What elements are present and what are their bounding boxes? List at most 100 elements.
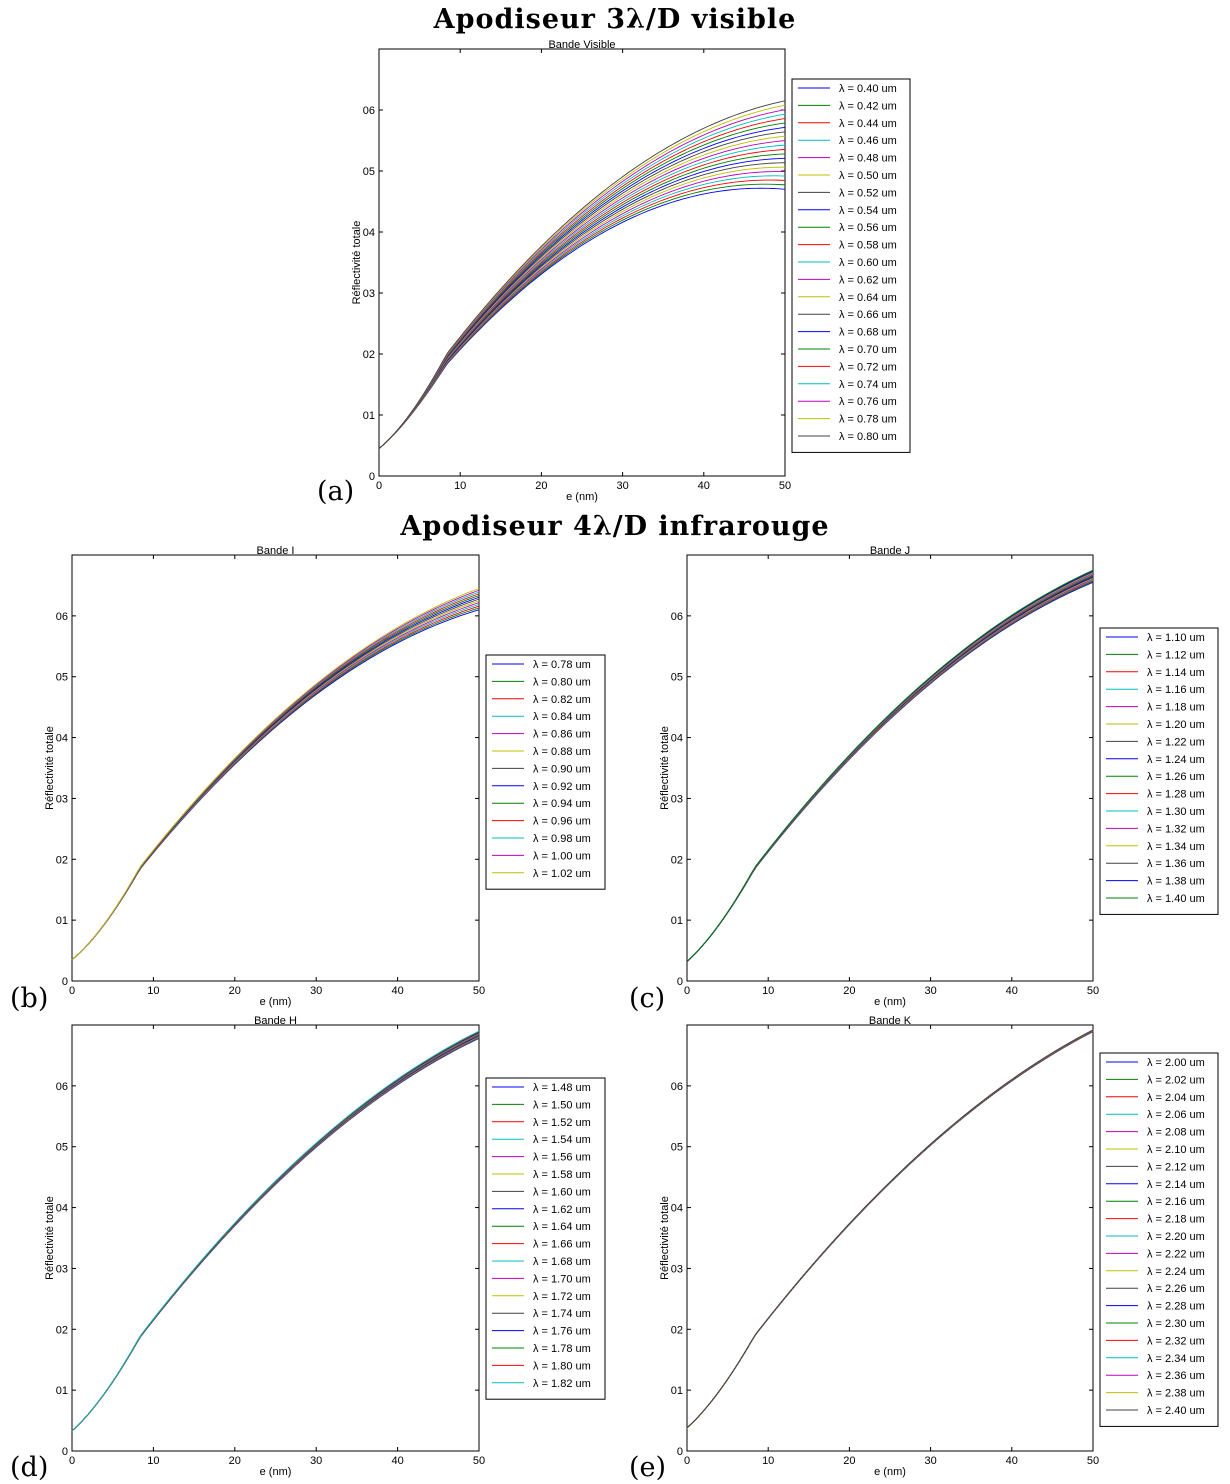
y-tick-label: 01 [56, 915, 68, 927]
y-tick-label: 03 [671, 793, 683, 805]
y-axis-label: Réflectivité totale [44, 1196, 56, 1280]
y-tick-label: 04 [671, 733, 683, 745]
legend-entry: λ = 0.78 um [533, 659, 591, 671]
legend-entry: λ = 0.74 um [839, 379, 897, 391]
legend-entry: λ = 1.36 um [1147, 858, 1205, 870]
legend-entry: λ = 1.16 um [1147, 684, 1205, 696]
plot-area [378, 48, 786, 477]
y-tick-label: 05 [56, 672, 68, 684]
y-tick-label: 0 [369, 471, 375, 483]
y-tick-label: 03 [363, 288, 375, 300]
legend-entry: λ = 1.00 um [533, 850, 591, 862]
legend-entry: λ = 0.88 um [533, 746, 591, 758]
x-tick-label: 30 [310, 1455, 322, 1467]
plot-area [686, 554, 1094, 982]
plot-area [71, 1024, 480, 1452]
legend-entry: λ = 1.80 um [533, 1360, 591, 1372]
legend-entry: λ = 0.64 um [839, 292, 897, 304]
x-tick-label: 40 [1006, 1455, 1018, 1467]
y-tick-label: 0 [677, 976, 683, 988]
panel-label-e: (e) [629, 1452, 667, 1483]
x-tick-label: 40 [391, 1455, 403, 1467]
legend-entry: λ = 1.66 um [533, 1239, 591, 1251]
visible-section-heading: Apodiseur 3λ/D visible [433, 4, 797, 35]
legend-entry: λ = 0.54 um [839, 205, 897, 217]
legend-entry: λ = 2.00 um [1147, 1057, 1205, 1069]
x-tick-label: 10 [454, 480, 466, 492]
x-tick-label: 50 [1087, 1455, 1099, 1467]
y-tick-label: 04 [671, 1203, 683, 1215]
x-axis-label: e (nm) [566, 491, 598, 503]
legend-entry: λ = 1.74 um [533, 1308, 591, 1320]
x-tick-label: 0 [69, 1455, 75, 1467]
x-tick-label: 0 [376, 480, 382, 492]
y-tick-label: 02 [56, 854, 68, 866]
x-tick-label: 0 [684, 985, 690, 997]
legend-entry: λ = 2.06 um [1147, 1109, 1205, 1121]
legend: λ = 1.48 um λ = 1.50 um λ = 1.52 um λ = 1.5… [485, 1077, 606, 1400]
series-lines [686, 1029, 1094, 1429]
x-tick-label: 0 [69, 985, 75, 997]
x-tick-label: 10 [762, 1455, 774, 1467]
legend-entry: λ = 2.16 um [1147, 1196, 1205, 1208]
legend-entry: λ = 2.12 um [1147, 1161, 1205, 1173]
series-lines [71, 588, 480, 961]
legend-entry: λ = 0.48 um [839, 153, 897, 165]
y-tick-label: 05 [671, 672, 683, 684]
legend-entry: λ = 1.34 um [1147, 841, 1205, 853]
infrared-section-heading: Apodiseur 4λ/D infrarouge [400, 511, 830, 542]
y-tick-label: 04 [56, 733, 68, 745]
y-tick-label: 01 [56, 1385, 68, 1397]
legend-entry: λ = 0.86 um [533, 729, 591, 741]
x-tick-label: 30 [616, 480, 628, 492]
y-tick-label: 0 [677, 1446, 683, 1458]
x-axis-label: e (nm) [874, 1466, 906, 1478]
legend-box [791, 78, 911, 453]
x-axis-label: e (nm) [260, 996, 292, 1008]
legend-entry: λ = 0.44 um [839, 118, 897, 130]
legend-entry: λ = 1.40 um [1147, 893, 1205, 905]
legend-entry: λ = 2.10 um [1147, 1144, 1205, 1156]
y-axis-label: Réflectivité totale [351, 221, 363, 305]
legend-entry: λ = 0.90 um [533, 763, 591, 775]
legend-entry: λ = 1.50 um [533, 1099, 591, 1111]
chart-b: Bande I 0 10 20 30 40 50 0 01 02 03 04 05 06 e (nm) Réf… [44, 545, 606, 1008]
y-tick-label: 02 [671, 1324, 683, 1336]
x-tick-label: 50 [1087, 985, 1099, 997]
x-tick-label: 10 [147, 1455, 159, 1467]
y-tick-label: 02 [671, 854, 683, 866]
y-tick-label: 01 [363, 410, 375, 422]
y-axis-label: Réflectivité totale [659, 726, 671, 810]
x-tick-label: 50 [473, 1455, 485, 1467]
legend-entry: λ = 1.18 um [1147, 702, 1205, 714]
legend-entry: λ = 2.32 um [1147, 1335, 1205, 1347]
legend-entry: λ = 0.80 um [839, 431, 897, 443]
legend-entry: λ = 1.14 um [1147, 667, 1205, 679]
chart-title: Bande K [869, 1015, 912, 1027]
legend-entry: λ = 1.56 um [533, 1152, 591, 1164]
legend-entry: λ = 0.66 um [839, 309, 897, 321]
legend-entry: λ = 0.42 um [839, 100, 897, 112]
legend-entry: λ = 2.28 um [1147, 1301, 1205, 1313]
y-tick-label: 06 [671, 611, 683, 623]
chart-c: Bande J 0 10 20 30 40 50 0 01 02 03 04 05 06 e (nm) Réf… [659, 545, 1219, 1008]
legend-entry: λ = 1.76 um [533, 1326, 591, 1338]
x-axis-label: e (nm) [874, 996, 906, 1008]
legend-entry: λ = 1.52 um [533, 1117, 591, 1129]
y-tick-label: 02 [56, 1324, 68, 1336]
legend-entry: λ = 1.60 um [533, 1186, 591, 1198]
legend-box [485, 654, 606, 890]
legend-entry: λ = 0.78 um [839, 414, 897, 426]
series-line [71, 588, 480, 961]
legend-entry: λ = 1.58 um [533, 1169, 591, 1181]
legend-entry: λ = 1.26 um [1147, 771, 1205, 783]
x-tick-label: 20 [229, 985, 241, 997]
legend-entry: λ = 1.20 um [1147, 719, 1205, 731]
y-tick-label: 03 [56, 1263, 68, 1275]
legend-entry: λ = 1.32 um [1147, 823, 1205, 835]
panel-label-d: (d) [10, 1452, 49, 1483]
x-tick-label: 20 [843, 985, 855, 997]
legend-entry: λ = 0.92 um [533, 781, 591, 793]
series-line [686, 1029, 1094, 1429]
x-tick-label: 10 [147, 985, 159, 997]
